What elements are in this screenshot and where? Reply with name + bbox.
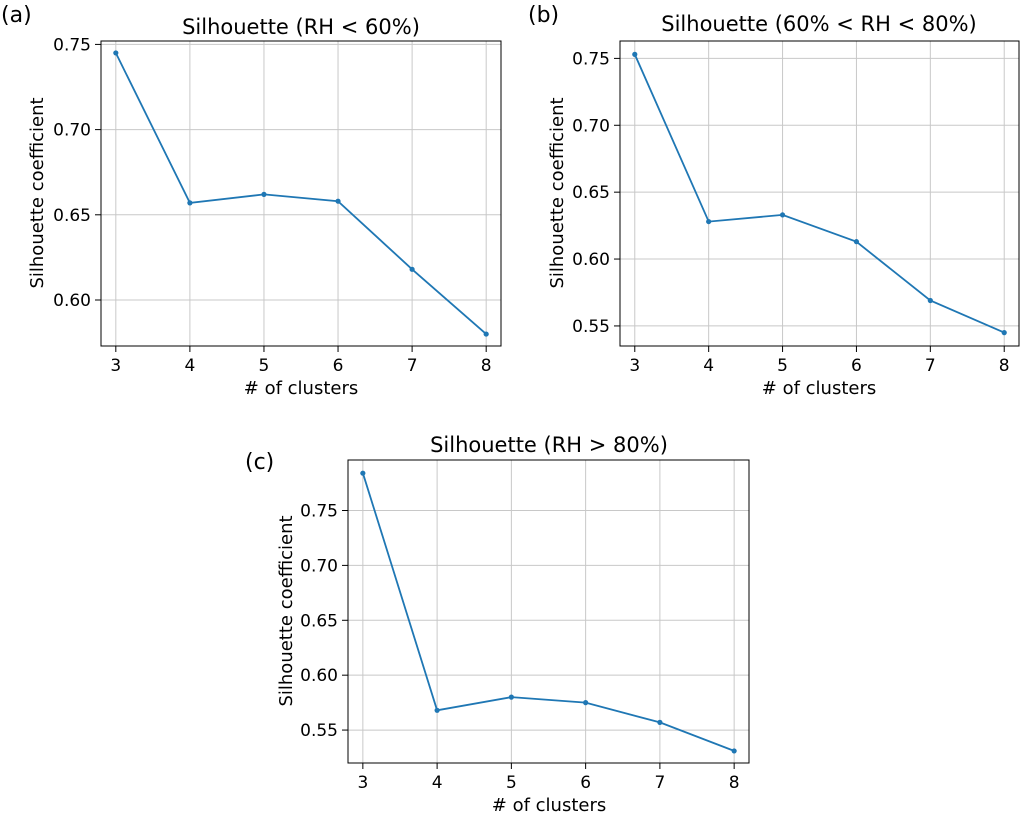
x-tick-label: 8 (999, 356, 1010, 376)
grid-lines (620, 41, 1019, 346)
panel-a: (a) Silhouette (RH < 60%) 0.600.650.700.… (1, 3, 502, 399)
y-tick-label: 0.55 (300, 721, 338, 741)
data-point (434, 707, 440, 713)
x-ticks: 3 4 5 6 7 8 (629, 346, 1010, 376)
plot-area (348, 460, 749, 763)
data-point (335, 198, 341, 204)
data-point (261, 191, 267, 197)
x-tick-label: 3 (110, 356, 121, 376)
x-tick-label: 7 (407, 356, 418, 376)
x-tick-label: 3 (357, 773, 368, 793)
data-point (113, 50, 119, 56)
data-point (409, 266, 415, 272)
y-tick-label: 0.60 (300, 666, 338, 686)
data-point (779, 212, 786, 218)
x-ticks: 3 4 5 6 7 8 (357, 763, 740, 793)
x-tick-label: 8 (481, 356, 492, 376)
x-tick-label: 5 (777, 356, 788, 376)
data-point (483, 331, 489, 337)
y-ticks: 0.55 0.60 0.65 0.70 0.75 (300, 502, 348, 741)
x-tick-label: 6 (333, 356, 344, 376)
y-tick-label: 0.70 (53, 121, 91, 141)
chart-title: Silhouette (RH > 80%) (430, 433, 668, 457)
plot-frame (347, 459, 750, 764)
x-axis-label: # of clusters (244, 378, 358, 399)
data-point (706, 218, 712, 225)
data-point (508, 694, 514, 700)
y-tick-label: 0.70 (300, 556, 338, 576)
panel-b: (b) Silhouette (60% < RH < 80%) 0.55 0.60… (528, 3, 1020, 399)
y-axis-label: Silhouette coefficient (276, 515, 297, 706)
y-tick-label: 0.55 (572, 317, 610, 337)
y-tick-label: 0.75 (53, 35, 91, 55)
y-ticks: 0.55 0.60 0.65 0.70 0.75 (572, 49, 620, 337)
x-tick-label: 5 (506, 773, 517, 793)
plot-frame (619, 40, 1020, 347)
panel-label: (a) (1, 3, 32, 28)
x-tick-label: 6 (851, 356, 862, 376)
data-point (927, 297, 933, 304)
data-point (657, 719, 663, 725)
series-line (114, 52, 487, 335)
x-tick-label: 4 (184, 356, 195, 376)
data-point (853, 239, 860, 245)
x-tick-label: 6 (580, 773, 591, 793)
x-tick-label: 4 (703, 356, 714, 376)
y-tick-label: 0.70 (572, 116, 610, 136)
data-point (632, 51, 638, 57)
y-axis-label: Silhouette coefficient (547, 97, 568, 288)
panel-c: (c) Silhouette (RH > 80%) 0.550.600.650.… (245, 433, 750, 816)
y-tick-label: 0.75 (572, 49, 610, 69)
x-axis-label: # of clusters (492, 795, 606, 816)
y-tick-label: 0.60 (53, 291, 91, 311)
data-point (187, 200, 193, 206)
series-line (633, 54, 1005, 334)
data-markers (360, 470, 737, 754)
x-ticks: 3 4 5 6 7 8 (110, 346, 492, 376)
x-tick-label: 3 (629, 356, 640, 376)
data-markers (113, 50, 489, 337)
y-tick-label: 0.75 (300, 502, 338, 522)
y-axis-label: Silhouette coefficient (27, 97, 48, 288)
grid-lines (101, 41, 501, 346)
x-tick-label: 7 (925, 356, 936, 376)
plot-frame (100, 40, 502, 347)
y-tick-label: 0.65 (300, 611, 338, 631)
panel-label: (c) (245, 450, 274, 475)
y-ticks: 0.60 0.65 0.70 0.75 (53, 35, 101, 311)
grid-lines (348, 460, 749, 763)
chart-title: Silhouette (60% < RH < 80%) (661, 12, 976, 36)
y-tick-label: 0.60 (572, 250, 610, 270)
data-point (360, 470, 366, 476)
x-tick-label: 8 (729, 773, 740, 793)
y-tick-label: 0.65 (572, 183, 610, 203)
data-markers (632, 51, 1007, 336)
chart-title: Silhouette (RH < 60%) (182, 15, 420, 39)
x-axis-label: # of clusters (762, 378, 876, 399)
data-point (731, 748, 737, 754)
y-tick-label: 0.65 (53, 206, 91, 226)
panel-label: (b) (528, 3, 559, 28)
data-point (1001, 330, 1007, 336)
data-point (583, 700, 589, 706)
x-tick-label: 4 (432, 773, 443, 793)
plot-area (620, 41, 1019, 346)
plot-area (101, 41, 501, 346)
x-tick-label: 5 (259, 356, 270, 376)
series-line (362, 472, 735, 752)
x-tick-label: 7 (654, 773, 665, 793)
